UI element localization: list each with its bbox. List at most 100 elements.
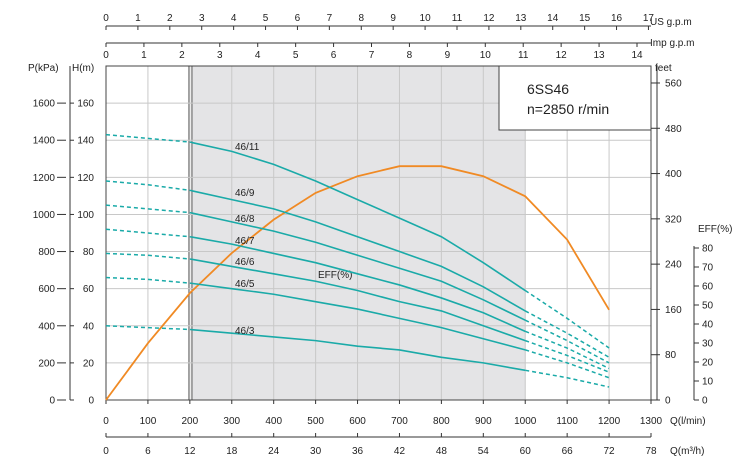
- operating-range-shade: [191, 66, 526, 400]
- usgpm-tick-label: 17: [643, 13, 655, 24]
- pump-curve-label: 46/3: [235, 326, 255, 337]
- kpa-tick-label: 1200: [33, 173, 56, 184]
- kpa-tick-label: 1000: [33, 210, 56, 221]
- lpm-tick-label: 500: [307, 416, 324, 427]
- pump-curve: [191, 141, 526, 292]
- pump-curve-low-flow: [105, 325, 193, 331]
- usgpm-tick-label: 5: [263, 13, 269, 24]
- lpm-tick-label: 100: [140, 416, 157, 427]
- usgpm-tick-label: 0: [103, 13, 109, 24]
- pump-curve-label: 46/5: [235, 279, 255, 290]
- pump-curve-low-flow: [105, 133, 193, 144]
- usgpm-tick-label: 3: [199, 13, 205, 24]
- pump-curve-high-flow: [524, 339, 610, 373]
- pump-curve-low-flow: [105, 252, 193, 261]
- head-tick-label: 0: [88, 396, 94, 407]
- impgpm-tick-label: 14: [631, 50, 643, 61]
- feet-tick-label: 240: [665, 260, 682, 271]
- pump-curve-low-flow: [105, 276, 193, 285]
- feet-tick-label: 320: [665, 214, 682, 225]
- impgpm-tick-label: 8: [407, 50, 413, 61]
- title-box: [498, 65, 652, 131]
- feet-axis-label: feet: [655, 63, 672, 74]
- lpm-axis-label: Q(l/min): [670, 416, 706, 427]
- lpm-tick-label: 700: [391, 416, 408, 427]
- m3h-tick-label: 6: [145, 446, 151, 457]
- impgpm-tick-label: 5: [293, 50, 299, 61]
- pump-curve-label: 46/7: [235, 236, 255, 247]
- pump-curve-label: 46/9: [235, 188, 255, 199]
- kpa-tick-label: 200: [38, 358, 55, 369]
- lpm-tick-label: 800: [433, 416, 450, 427]
- pump-curve: [191, 212, 526, 321]
- lpm-tick-label: 0: [103, 416, 109, 427]
- efficiency-curve: [105, 165, 610, 401]
- impgpm-tick-label: 6: [331, 50, 337, 61]
- kpa-tick-label: 1400: [33, 136, 56, 147]
- impgpm-tick-label: 9: [445, 50, 451, 61]
- usgpm-tick-label: 7: [327, 13, 333, 24]
- pump-curve: [191, 282, 526, 351]
- usgpm-tick-label: 4: [231, 13, 237, 24]
- feet-tick-label: 560: [665, 78, 682, 89]
- m3h-tick-label: 12: [184, 446, 196, 457]
- pump-curve-label: 46/6: [235, 257, 255, 268]
- impgpm-tick-label: 3: [217, 50, 223, 61]
- kpa-tick-label: 600: [38, 284, 55, 295]
- plot-frame: [105, 65, 652, 401]
- pump-curve: [191, 236, 526, 333]
- eff-tick-label: 40: [702, 320, 714, 331]
- pump-curve-label: 46/11: [235, 142, 260, 153]
- chart-title: 6SS46: [527, 81, 569, 97]
- efficiency-curve-label: EFF(%): [318, 270, 352, 281]
- feet-tick-label: 480: [665, 124, 682, 135]
- kpa-tick-label: 400: [38, 321, 55, 332]
- head-tick-label: 60: [83, 284, 95, 295]
- eff-tick-label: 50: [702, 301, 714, 312]
- eff-tick-label: 10: [702, 377, 714, 388]
- kpa-axis-label: P(kPa): [28, 63, 59, 74]
- m3h-tick-label: 60: [520, 446, 532, 457]
- pump-curve-high-flow: [524, 310, 610, 358]
- head-tick-label: 140: [77, 136, 94, 147]
- eff-axis-label: EFF(%): [698, 224, 732, 235]
- usgpm-tick-label: 6: [295, 13, 301, 24]
- pump-curve-label: 46/8: [235, 214, 255, 225]
- lpm-tick-label: 900: [475, 416, 492, 427]
- impgpm-tick-label: 12: [556, 50, 568, 61]
- kpa-tick-label: 0: [49, 396, 55, 407]
- m3h-tick-label: 72: [604, 446, 616, 457]
- m3h-tick-label: 24: [268, 446, 280, 457]
- m3h-tick-label: 30: [310, 446, 322, 457]
- feet-tick-label: 400: [665, 169, 682, 180]
- pump-curve-high-flow: [524, 330, 610, 370]
- impgpm-tick-label: 13: [594, 50, 606, 61]
- head-tick-label: 120: [77, 173, 94, 184]
- usgpm-tick-label: 9: [390, 13, 396, 24]
- head-tick-label: 20: [83, 358, 95, 369]
- usgpm-tick-label: 10: [420, 13, 432, 24]
- m3h-tick-label: 18: [226, 446, 238, 457]
- m3h-tick-label: 42: [394, 446, 406, 457]
- lpm-tick-label: 200: [182, 416, 199, 427]
- kpa-tick-label: 800: [38, 247, 55, 258]
- lpm-tick-label: 1200: [598, 416, 621, 427]
- impgpm-tick-label: 4: [255, 50, 261, 61]
- chart-subtitle: n=2850 r/min: [527, 101, 609, 117]
- feet-tick-label: 0: [665, 396, 671, 407]
- eff-tick-label: 30: [702, 339, 714, 350]
- usgpm-tick-label: 12: [483, 13, 495, 24]
- usgpm-tick-label: 16: [611, 13, 623, 24]
- pump-curve: [191, 328, 526, 372]
- usgpm-tick-label: 8: [358, 13, 364, 24]
- lpm-tick-label: 1100: [556, 416, 578, 427]
- usgpm-axis-label: US g.p.m: [650, 17, 692, 28]
- pump-curve-high-flow: [524, 319, 610, 364]
- m3h-axis-label: Q(m³/h): [670, 446, 704, 457]
- m3h-tick-label: 36: [352, 446, 364, 457]
- pump-curve: [191, 190, 526, 312]
- pump-curve-high-flow: [525, 349, 610, 379]
- impgpm-tick-label: 11: [518, 50, 529, 61]
- impgpm-tick-label: 10: [480, 50, 492, 61]
